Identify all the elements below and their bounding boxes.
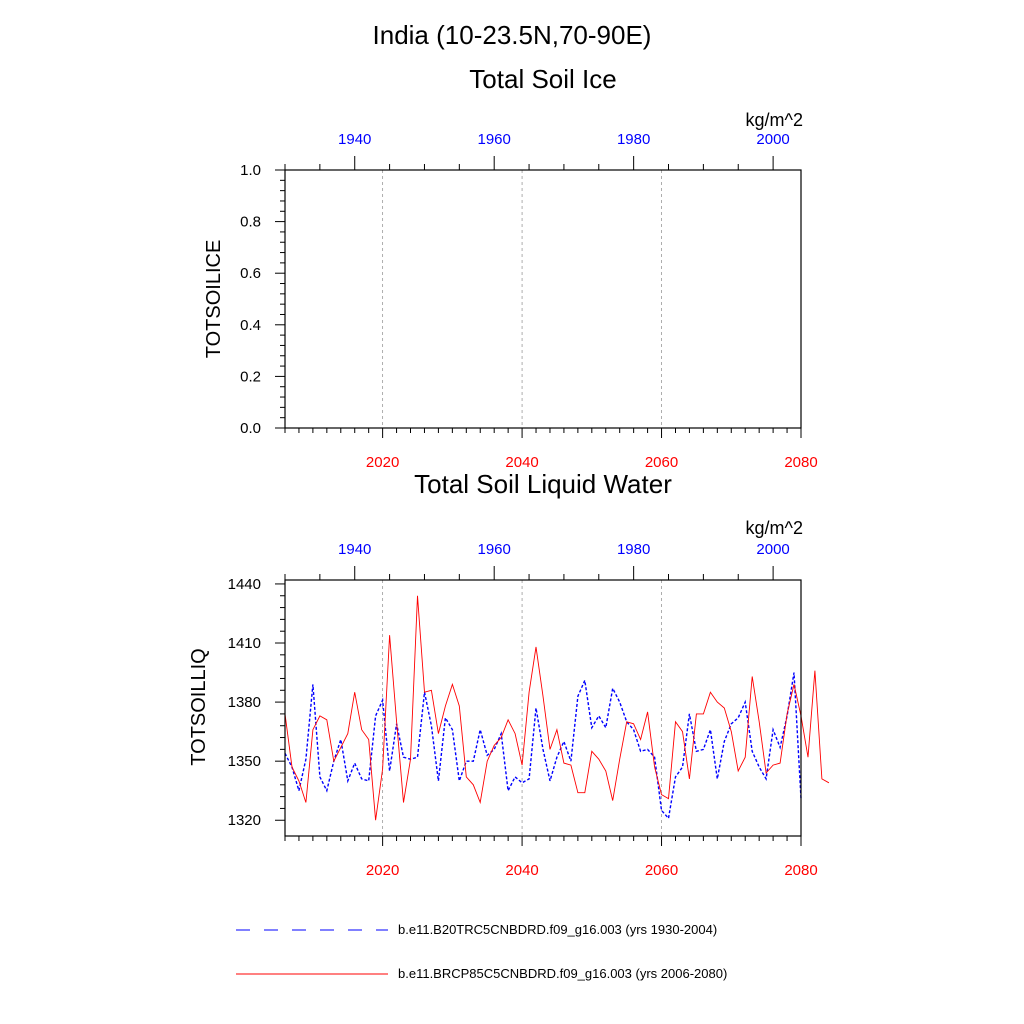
soil-ice-xtick-label-top: 1960 [478, 131, 511, 148]
soil-ice-panel: Total Soil Ice kg/m^2 TOTSOILICE 2020 204… [203, 64, 818, 471]
soil-ice-ytick-label: 0.4 [240, 317, 261, 334]
soil-liquid-xtick-label-bottom: 2040 [505, 862, 538, 879]
soil-liquid-series-future [284, 595, 830, 821]
soil-liquid-xtick-label-top: 1940 [338, 541, 371, 558]
soil-ice-units: kg/m^2 [746, 110, 803, 130]
soil-liquid-plot-frame [284, 579, 802, 837]
soil-liquid-ytick-label: 1380 [228, 694, 261, 711]
soil-ice-ylabel: TOTSOILICE [203, 240, 225, 359]
soil-ice-xtick-label-bottom: 2080 [784, 454, 817, 471]
soil-ice-xtick-label-top: 2000 [756, 131, 789, 148]
soil-ice-ytick-label: 0.6 [240, 265, 261, 282]
soil-liquid-axes: 2020 2040 2060 2080 1940 1960 1980 2000 1320 1350… [228, 541, 818, 879]
soil-liquid-ytick-label: 1410 [228, 635, 261, 652]
soil-liquid-xtick-label-top: 1980 [617, 541, 650, 558]
soil-liquid-ytick-label: 1320 [228, 812, 261, 829]
soil-liquid-xtick-label-bottom: 2020 [366, 862, 399, 879]
soil-liquid-title: Total Soil Liquid Water [414, 469, 672, 499]
soil-liquid-xtick-label-bottom: 2080 [784, 862, 817, 879]
soil-liquid-ytick-label: 1440 [228, 576, 261, 593]
soil-ice-axes: 2020 2040 2060 2080 1940 1960 1980 2000 0.0 0.2 0.… [240, 131, 818, 471]
soil-ice-xtick-label-bottom: 2060 [645, 454, 678, 471]
legend-label-historical: b.e11.B20TRC5CNBDRD.f09_g16.003 (yrs 193… [398, 922, 717, 937]
soil-ice-plot-frame [284, 169, 802, 429]
soil-liquid-xtick-label-bottom: 2060 [645, 862, 678, 879]
soil-ice-gridlines [382, 170, 662, 428]
soil-liquid-series [284, 595, 830, 821]
soil-ice-xtick-label-bottom: 2040 [505, 454, 538, 471]
legend: b.e11.B20TRC5CNBDRD.f09_g16.003 (yrs 193… [236, 922, 727, 981]
soil-ice-ytick-label: 0.8 [240, 214, 261, 231]
legend-label-future: b.e11.BRCP85C5CNBDRD.f09_g16.003 (yrs 20… [398, 966, 727, 981]
soil-liquid-units: kg/m^2 [746, 518, 803, 538]
soil-ice-xtick-label-top: 1940 [338, 131, 371, 148]
soil-liquid-ylabel: TOTSOILLIQ [188, 648, 210, 765]
soil-liquid-gridlines [382, 580, 662, 836]
soil-ice-xtick-label-top: 1980 [617, 131, 650, 148]
soil-liquid-ytick-label: 1350 [228, 753, 261, 770]
soil-liquid-xtick-label-top: 1960 [478, 541, 511, 558]
soil-ice-ytick-label: 1.0 [240, 162, 261, 179]
soil-ice-ytick-label: 0.2 [240, 368, 261, 385]
soil-liquid-xtick-label-top: 2000 [756, 541, 789, 558]
soil-liquid-panel: Total Soil Liquid Water kg/m^2 TOTSOILLI… [188, 469, 830, 879]
soil-liquid-series-historical [284, 672, 802, 820]
soil-ice-title: Total Soil Ice [469, 64, 616, 94]
soil-ice-ytick-label: 0.0 [240, 420, 261, 437]
soil-ice-xtick-label-bottom: 2020 [366, 454, 399, 471]
region-title: India (10-23.5N,70-90E) [373, 20, 652, 50]
